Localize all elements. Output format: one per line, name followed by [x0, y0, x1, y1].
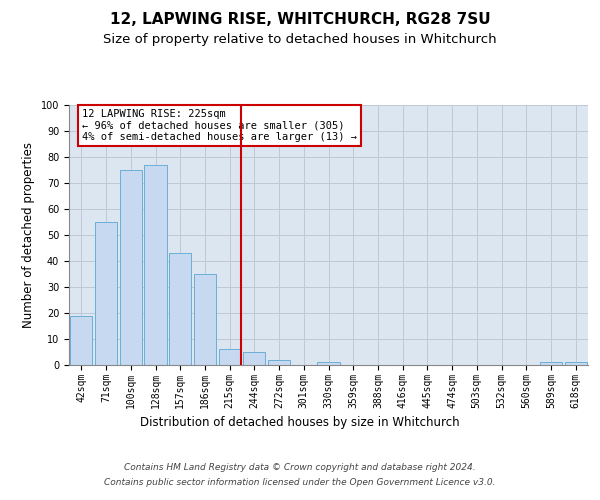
Bar: [218, 350, 241, 365]
Text: Contains public sector information licensed under the Open Government Licence v3: Contains public sector information licen…: [104, 478, 496, 487]
Bar: [194, 274, 216, 365]
Bar: [317, 362, 340, 365]
Bar: [70, 316, 92, 365]
Bar: [119, 170, 142, 365]
Bar: [169, 253, 191, 365]
Bar: [95, 222, 117, 365]
Bar: [243, 352, 265, 365]
Y-axis label: Number of detached properties: Number of detached properties: [22, 142, 35, 328]
Text: 12 LAPWING RISE: 225sqm
← 96% of detached houses are smaller (305)
4% of semi-de: 12 LAPWING RISE: 225sqm ← 96% of detache…: [82, 109, 357, 142]
Bar: [540, 362, 562, 365]
Text: 12, LAPWING RISE, WHITCHURCH, RG28 7SU: 12, LAPWING RISE, WHITCHURCH, RG28 7SU: [110, 12, 490, 28]
Bar: [145, 165, 167, 365]
Text: Contains HM Land Registry data © Crown copyright and database right 2024.: Contains HM Land Registry data © Crown c…: [124, 463, 476, 472]
Text: Size of property relative to detached houses in Whitchurch: Size of property relative to detached ho…: [103, 32, 497, 46]
Text: Distribution of detached houses by size in Whitchurch: Distribution of detached houses by size …: [140, 416, 460, 429]
Bar: [565, 362, 587, 365]
Bar: [268, 360, 290, 365]
